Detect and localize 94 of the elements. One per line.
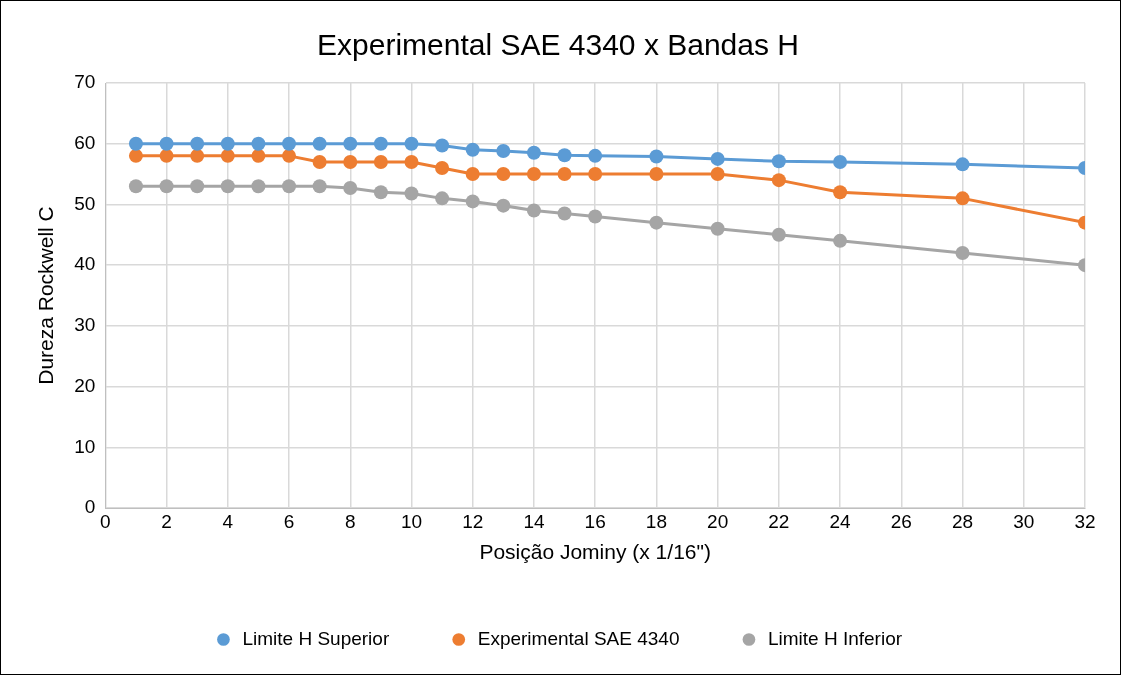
chart-title: Experimental SAE 4340 x Bandas H (317, 28, 799, 62)
point (496, 198, 511, 213)
point (465, 194, 480, 209)
point (220, 179, 235, 194)
point (771, 227, 786, 242)
point (220, 136, 235, 151)
point (435, 161, 450, 175)
point (190, 136, 205, 151)
point (282, 136, 297, 151)
point (251, 148, 266, 163)
point (435, 138, 450, 153)
point (557, 167, 572, 182)
point (955, 157, 970, 172)
point (649, 149, 664, 164)
point (404, 136, 419, 151)
point (833, 185, 848, 200)
x-tick-label: 32 (1074, 510, 1096, 532)
x-tick-label: 10 (400, 510, 423, 532)
x-tick-label: 26 (890, 510, 912, 532)
point (373, 154, 388, 169)
y-tick-label: 30 (74, 314, 96, 336)
y-tick-label: 50 (74, 192, 96, 214)
point (526, 167, 541, 182)
y-tick-label: 40 (74, 253, 96, 275)
x-tick-label: 20 (707, 510, 729, 532)
x-tick-label: 8 (344, 510, 356, 532)
x-tick-label: 30 (1013, 510, 1035, 532)
point (128, 179, 143, 194)
x-tick-label: 0 (100, 510, 111, 532)
y-axis-title: Dureza Rockwell C (34, 206, 58, 385)
point (588, 148, 603, 163)
x-tick-label: 12 (462, 510, 484, 532)
y-tick-label: 0 (84, 496, 96, 518)
point (955, 191, 970, 206)
point (833, 233, 848, 248)
point (404, 186, 419, 201)
point (649, 167, 664, 182)
point (588, 167, 603, 182)
legend-label: Experimental SAE 4340 (477, 627, 680, 649)
point (373, 136, 388, 151)
point (496, 167, 511, 182)
legend-label: Limite H Inferior (767, 627, 903, 649)
point (312, 154, 327, 169)
point (343, 154, 358, 169)
point (465, 167, 480, 182)
x-tick-label: 28 (951, 510, 974, 532)
point (373, 185, 388, 200)
point (833, 154, 848, 169)
point (251, 136, 266, 151)
point (190, 179, 205, 194)
y-tick-label: 20 (74, 374, 96, 396)
x-tick-label: 2 (161, 510, 172, 532)
point (557, 206, 572, 221)
point (710, 151, 725, 166)
point (312, 136, 327, 151)
point (435, 191, 450, 206)
x-tick-label: 22 (768, 510, 790, 532)
x-tick-label: 14 (523, 510, 545, 532)
point (710, 221, 725, 236)
point (220, 148, 235, 163)
point (282, 148, 297, 163)
point (404, 154, 419, 169)
legend-label: Limite H Superior (242, 627, 390, 649)
point (496, 144, 511, 158)
point (159, 148, 174, 163)
x-axis-title: Posição Jominy (x 1/16") (479, 540, 711, 564)
point (465, 142, 480, 157)
point (649, 215, 664, 230)
point (312, 179, 327, 194)
point (955, 246, 970, 260)
point (251, 179, 266, 194)
x-tick-label: 24 (829, 510, 852, 532)
point (282, 179, 297, 194)
y-tick-label: 70 (74, 71, 96, 93)
point (771, 154, 786, 169)
point (343, 181, 358, 196)
x-tick-label: 18 (645, 510, 667, 532)
point (159, 179, 174, 194)
point (771, 173, 786, 188)
point (128, 136, 143, 151)
point (557, 148, 572, 163)
point (159, 136, 174, 151)
point (128, 148, 143, 163)
point (526, 145, 541, 160)
point (588, 209, 603, 224)
x-tick-label: 16 (584, 510, 606, 532)
point (526, 203, 541, 218)
x-tick-label: 6 (283, 510, 295, 532)
point (710, 167, 725, 182)
y-tick-label: 10 (74, 435, 96, 457)
x-tick-label: 4 (222, 510, 234, 532)
point (190, 148, 205, 163)
point (343, 136, 358, 151)
y-tick-label: 60 (74, 131, 96, 153)
